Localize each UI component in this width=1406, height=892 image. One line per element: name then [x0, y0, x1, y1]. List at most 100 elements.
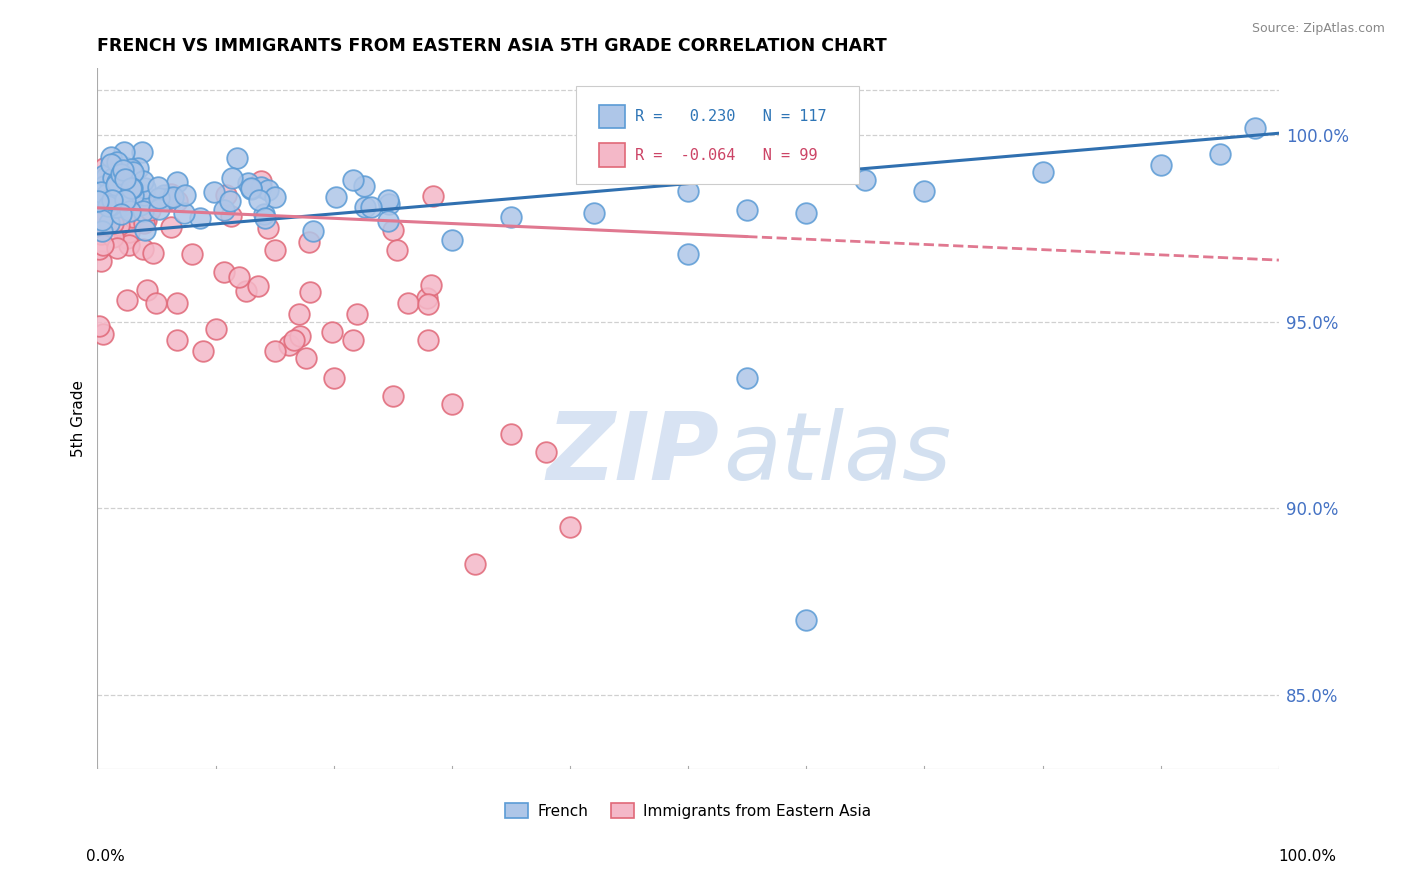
Point: [112, 223, 135, 237]
Point: [249, 180, 271, 194]
Point: [105, 154, 128, 169]
Point: [104, 216, 127, 230]
Point: [416, 291, 439, 305]
Point: [353, 179, 375, 194]
Point: [221, 171, 243, 186]
Point: [120, 203, 142, 218]
Point: [114, 193, 136, 207]
Text: R =  -0.064   N = 99: R = -0.064 N = 99: [636, 147, 817, 162]
Point: [418, 333, 440, 347]
Y-axis label: 5th Grade: 5th Grade: [72, 380, 86, 457]
Point: [422, 188, 444, 202]
Point: [1032, 165, 1054, 179]
Point: [132, 204, 155, 219]
Point: [101, 229, 124, 244]
Point: [100, 157, 122, 171]
Point: [90, 224, 112, 238]
FancyBboxPatch shape: [576, 86, 859, 184]
Point: [342, 333, 364, 347]
Point: [257, 183, 280, 197]
Point: [204, 322, 226, 336]
Point: [108, 219, 131, 233]
Point: [381, 389, 404, 403]
Point: [122, 188, 145, 202]
Bar: [599, 104, 626, 128]
Point: [226, 151, 249, 165]
Point: [121, 180, 143, 194]
Point: [381, 223, 404, 237]
Point: [236, 176, 259, 190]
Point: [110, 167, 132, 181]
Point: [240, 182, 263, 196]
Point: [132, 187, 155, 202]
Point: [141, 246, 163, 260]
Point: [321, 325, 343, 339]
Point: [180, 247, 202, 261]
Point: [103, 188, 125, 202]
Point: [91, 238, 114, 252]
Point: [87, 194, 110, 209]
Point: [536, 445, 558, 459]
Point: [105, 200, 128, 214]
Point: [87, 318, 110, 333]
Point: [127, 161, 149, 175]
Point: [212, 203, 235, 218]
Text: ZIP: ZIP: [547, 408, 720, 500]
Point: [110, 207, 132, 221]
Point: [250, 174, 273, 188]
Point: [162, 190, 184, 204]
Point: [97, 199, 120, 213]
Point: [1150, 158, 1173, 172]
Point: [93, 168, 115, 182]
Point: [112, 161, 135, 175]
Point: [145, 296, 167, 310]
Point: [93, 206, 115, 220]
Text: FRENCH VS IMMIGRANTS FROM EASTERN ASIA 5TH GRADE CORRELATION CHART: FRENCH VS IMMIGRANTS FROM EASTERN ASIA 5…: [97, 37, 887, 55]
Point: [117, 293, 139, 307]
Point: [582, 206, 605, 220]
Point: [90, 254, 112, 268]
Point: [676, 247, 699, 261]
Point: [283, 333, 305, 347]
Point: [104, 200, 127, 214]
Point: [94, 202, 117, 217]
Point: [256, 221, 278, 235]
Point: [118, 215, 141, 229]
Point: [215, 188, 238, 202]
Point: [93, 178, 115, 193]
Text: atlas: atlas: [724, 409, 952, 500]
Point: [114, 177, 136, 191]
Point: [86, 218, 108, 232]
Point: [166, 176, 188, 190]
Point: [277, 338, 299, 352]
Point: [377, 214, 399, 228]
Point: [377, 193, 399, 207]
Point: [132, 174, 155, 188]
Point: [202, 186, 225, 200]
Point: [135, 283, 157, 297]
Point: [132, 242, 155, 256]
Point: [263, 344, 285, 359]
Point: [112, 162, 135, 177]
Point: [464, 557, 486, 571]
Point: [107, 186, 129, 201]
Point: [440, 233, 463, 247]
Point: [188, 211, 211, 225]
Point: [110, 199, 132, 213]
Point: [346, 307, 368, 321]
Point: [378, 197, 401, 211]
Point: [129, 190, 152, 204]
Point: [676, 184, 699, 198]
Point: [239, 181, 262, 195]
Point: [104, 175, 127, 189]
Point: [166, 194, 188, 209]
Point: [298, 235, 321, 249]
Point: [110, 216, 132, 230]
Point: [110, 215, 132, 229]
Legend: French, Immigrants from Eastern Asia: French, Immigrants from Eastern Asia: [499, 797, 877, 825]
Point: [159, 219, 181, 234]
Point: [263, 190, 285, 204]
Point: [166, 333, 188, 347]
Point: [396, 296, 419, 310]
Point: [499, 210, 522, 224]
